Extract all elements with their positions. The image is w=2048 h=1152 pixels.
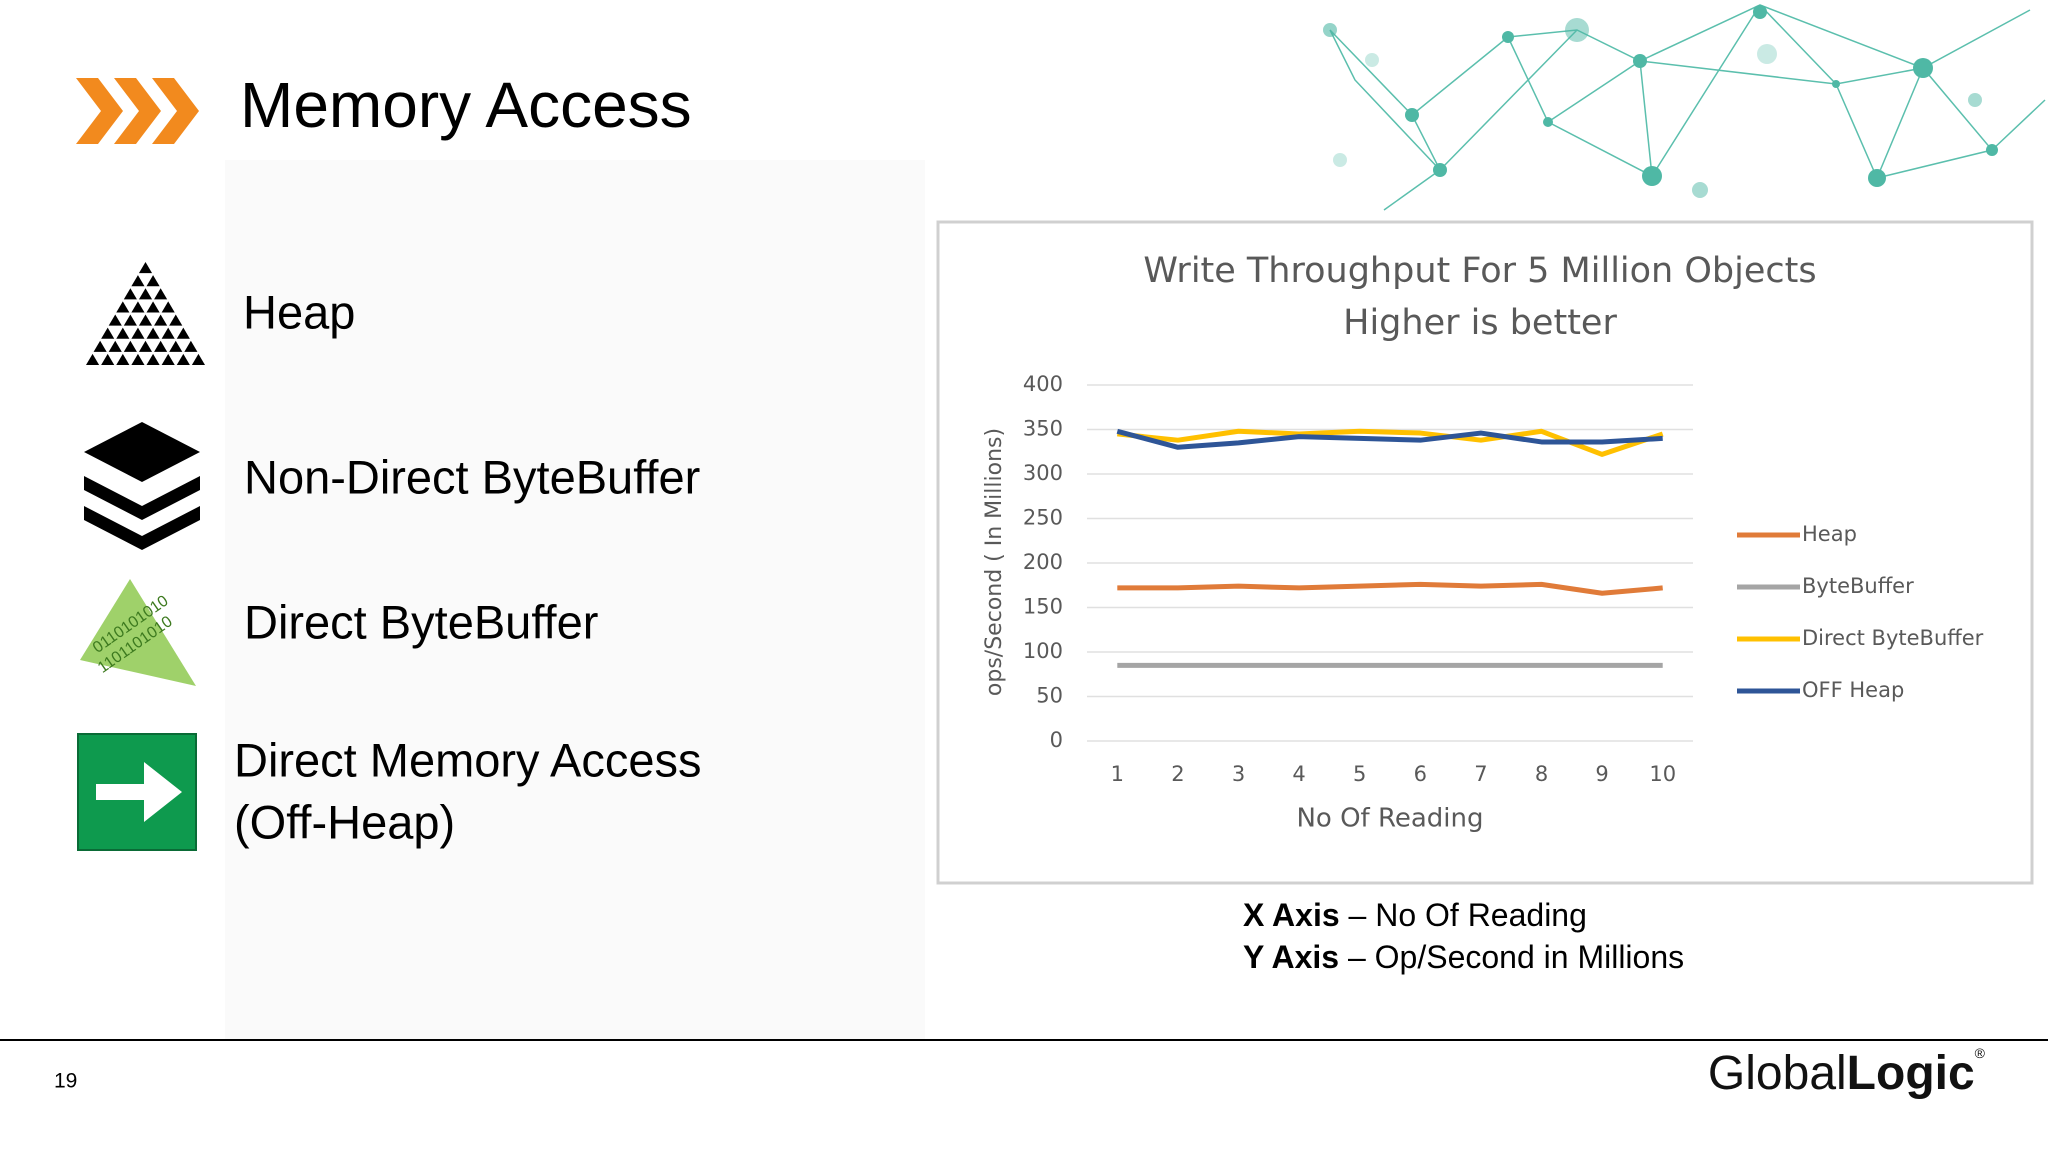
axis-note: Y Axis – Op/Second in Millions — [1243, 939, 1684, 975]
heap-icon-cell — [131, 275, 145, 287]
bullet-label: Direct Memory Access — [234, 733, 701, 786]
heap-icon-cell — [116, 327, 130, 339]
heap-icon-cell — [93, 340, 107, 352]
heap-icon-cell — [101, 327, 115, 339]
x-tick-label: 9 — [1595, 762, 1608, 786]
heap-icon-cell — [154, 314, 168, 326]
bullet-label: Direct ByteBuffer — [244, 595, 598, 648]
logo-light: Global — [1708, 1047, 1847, 1100]
logo-bold: Logic — [1847, 1047, 1975, 1100]
legend-label: Direct ByteBuffer — [1802, 626, 1984, 650]
chart-title: Write Throughput For 5 Million Objects — [1143, 251, 1816, 291]
heap-icon-cell — [176, 353, 190, 365]
heap-icon-cell — [146, 353, 160, 365]
heap-icon-cell — [138, 288, 153, 300]
heap-icon-cell — [184, 340, 198, 352]
heap-icon-cell — [116, 301, 130, 313]
y-tick-label: 200 — [1023, 550, 1063, 574]
legend-label: OFF Heap — [1802, 678, 1904, 702]
x-tick-label: 5 — [1353, 762, 1366, 786]
heap-icon-cell — [138, 262, 153, 274]
x-tick-label: 3 — [1232, 762, 1245, 786]
binary-icon: 0110101010 1101101010 — [80, 579, 196, 686]
bullet-label: (Off-Heap) — [234, 795, 455, 848]
axis-note-label: X Axis — [1243, 897, 1340, 933]
y-tick-label: 150 — [1023, 595, 1063, 619]
heap-icon-cell — [101, 353, 115, 365]
heap-icon-cell — [154, 288, 168, 300]
axis-note-text: – Op/Second in Millions — [1348, 939, 1684, 975]
heap-icon-cell — [108, 314, 122, 326]
heap-icon — [86, 262, 205, 365]
heap-icon-cell — [138, 340, 153, 352]
heap-icon-cell — [146, 275, 160, 287]
x-tick-label: 1 — [1111, 762, 1124, 786]
title-chevrons — [76, 78, 199, 144]
x-axis-label: No Of Reading — [1296, 804, 1483, 834]
heap-icon-cell — [123, 314, 137, 326]
series-line — [1117, 581, 1663, 596]
y-tick-label: 0 — [1050, 728, 1063, 752]
y-tick-label: 350 — [1023, 417, 1063, 441]
bullet-label: Non-Direct ByteBuffer — [244, 450, 700, 503]
heap-icon-cell — [146, 301, 160, 313]
arrow-sign-icon — [77, 733, 197, 851]
x-tick-label: 4 — [1292, 762, 1305, 786]
legend-label: ByteBuffer — [1802, 574, 1914, 598]
legend-label: Heap — [1802, 522, 1857, 546]
logo-mark: ® — [1975, 1045, 1986, 1061]
x-tick-label: 7 — [1474, 762, 1487, 786]
page-number: 19 — [54, 1070, 77, 1093]
panel — [225, 160, 925, 1040]
heap-icon-cell — [131, 301, 145, 313]
x-tick-label: 8 — [1535, 762, 1548, 786]
x-tick-label: 10 — [1649, 762, 1676, 786]
slide-title: Memory Access — [240, 69, 692, 141]
heap-icon-cell — [161, 353, 175, 365]
heap-icon-cell — [123, 340, 137, 352]
heap-icon-cell — [123, 288, 137, 300]
heap-icon-cell — [176, 327, 190, 339]
chart-frame — [936, 220, 2034, 885]
series-line — [1116, 428, 1663, 450]
y-tick-label: 50 — [1036, 684, 1063, 708]
heap-icon-cell — [161, 301, 175, 313]
y-tick-label: 250 — [1023, 506, 1063, 530]
axis-note-text: – No Of Reading — [1349, 897, 1587, 933]
x-tick-label: 2 — [1171, 762, 1184, 786]
heap-icon-cell — [138, 314, 153, 326]
heap-icon-cell — [108, 340, 122, 352]
layers-icon — [84, 422, 200, 550]
heap-icon-cell — [146, 327, 160, 339]
heap-icon-cell — [191, 353, 205, 365]
chart-subtitle: Higher is better — [1343, 303, 1617, 343]
heap-icon-cell — [131, 327, 145, 339]
axis-note-label: Y Axis — [1243, 939, 1339, 975]
heap-icon-cell — [161, 327, 175, 339]
y-axis-label: ops/Second ( In Millions) — [982, 428, 1007, 696]
y-tick-label: 400 — [1023, 372, 1063, 396]
heap-icon-cell — [154, 340, 168, 352]
x-tick-label: 6 — [1414, 762, 1427, 786]
logo: GlobalLogic® — [1708, 1045, 1986, 1100]
heap-icon-cell — [86, 353, 100, 365]
axis-note: X Axis – No Of Reading — [1243, 897, 1587, 933]
heap-icon-cell — [116, 353, 130, 365]
chart: Write Throughput For 5 Million Objects H… — [982, 251, 1984, 834]
heap-icon-cell — [131, 353, 145, 365]
y-tick-label: 100 — [1023, 639, 1063, 663]
y-tick-label: 300 — [1023, 461, 1063, 485]
network-dots — [1323, 5, 1998, 198]
heap-icon-cell — [169, 340, 183, 352]
bullet-label: Heap — [243, 285, 355, 338]
heap-icon-cell — [169, 314, 183, 326]
